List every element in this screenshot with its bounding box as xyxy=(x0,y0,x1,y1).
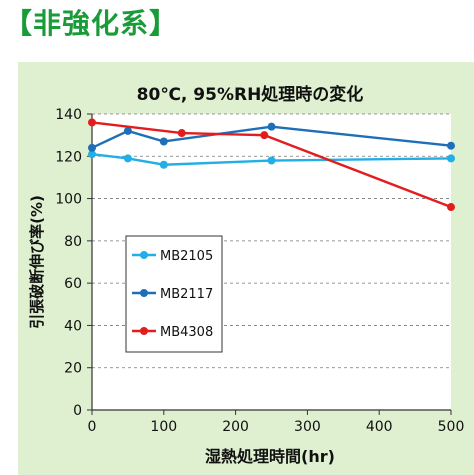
legend-marker-MB2105 xyxy=(140,251,148,259)
data-point-MB2117 xyxy=(159,137,168,146)
legend-label-MB2105: MB2105 xyxy=(160,249,213,264)
x-tick-label: 0 xyxy=(88,419,97,435)
data-point-MB2105 xyxy=(88,150,96,159)
y-tick-label: 60 xyxy=(64,276,82,292)
x-tick-label: 100 xyxy=(150,419,177,435)
data-point-MB2117 xyxy=(88,143,96,152)
y-tick-label: 0 xyxy=(73,403,82,419)
x-tick-label: 500 xyxy=(438,419,465,435)
data-point-MB2117 xyxy=(267,122,276,131)
x-tick-label: 200 xyxy=(222,419,249,435)
legend-label-MB2117: MB2117 xyxy=(160,287,213,302)
legend-marker-MB4308 xyxy=(140,327,148,335)
legend-label-MB4308: MB4308 xyxy=(160,325,213,340)
data-point-MB4308 xyxy=(177,129,186,138)
data-point-MB4308 xyxy=(447,203,455,212)
data-point-MB4308 xyxy=(260,131,269,140)
data-point-MB2117 xyxy=(123,126,132,135)
chart-title: 80℃, 95%RH処理時の変化 xyxy=(137,84,364,105)
data-point-MB2117 xyxy=(447,141,455,150)
x-axis-label: 湿熱処理時間(hr) xyxy=(204,447,335,466)
plot-area: 0 20 40 60 80 100 120 140 0 100 200 300 400 500 xyxy=(55,107,464,435)
y-tick-label: 140 xyxy=(55,107,82,123)
legend-marker-MB2117 xyxy=(140,289,148,297)
data-point-MB2105 xyxy=(267,156,276,165)
series-line-MB4308 xyxy=(91,121,452,209)
y-tick-label: 20 xyxy=(64,361,82,377)
legend: MB2105 MB2117 MB4308 xyxy=(125,235,223,353)
data-point-MB2105 xyxy=(447,154,455,163)
y-tick-label: 40 xyxy=(64,318,82,334)
y-axis-label: 引張破断伸び率(%) xyxy=(28,195,46,329)
data-point-MB2105 xyxy=(159,160,168,169)
data-point-MB2105 xyxy=(123,154,132,163)
y-tick-label: 100 xyxy=(55,192,82,208)
y-tick-label: 80 xyxy=(64,234,82,250)
x-tick-label: 400 xyxy=(366,419,393,435)
x-tick-label: 300 xyxy=(294,419,321,435)
page-heading: 【非強化系】 xyxy=(4,7,179,40)
data-point-MB4308 xyxy=(88,118,96,127)
y-tick-label: 120 xyxy=(55,149,82,165)
